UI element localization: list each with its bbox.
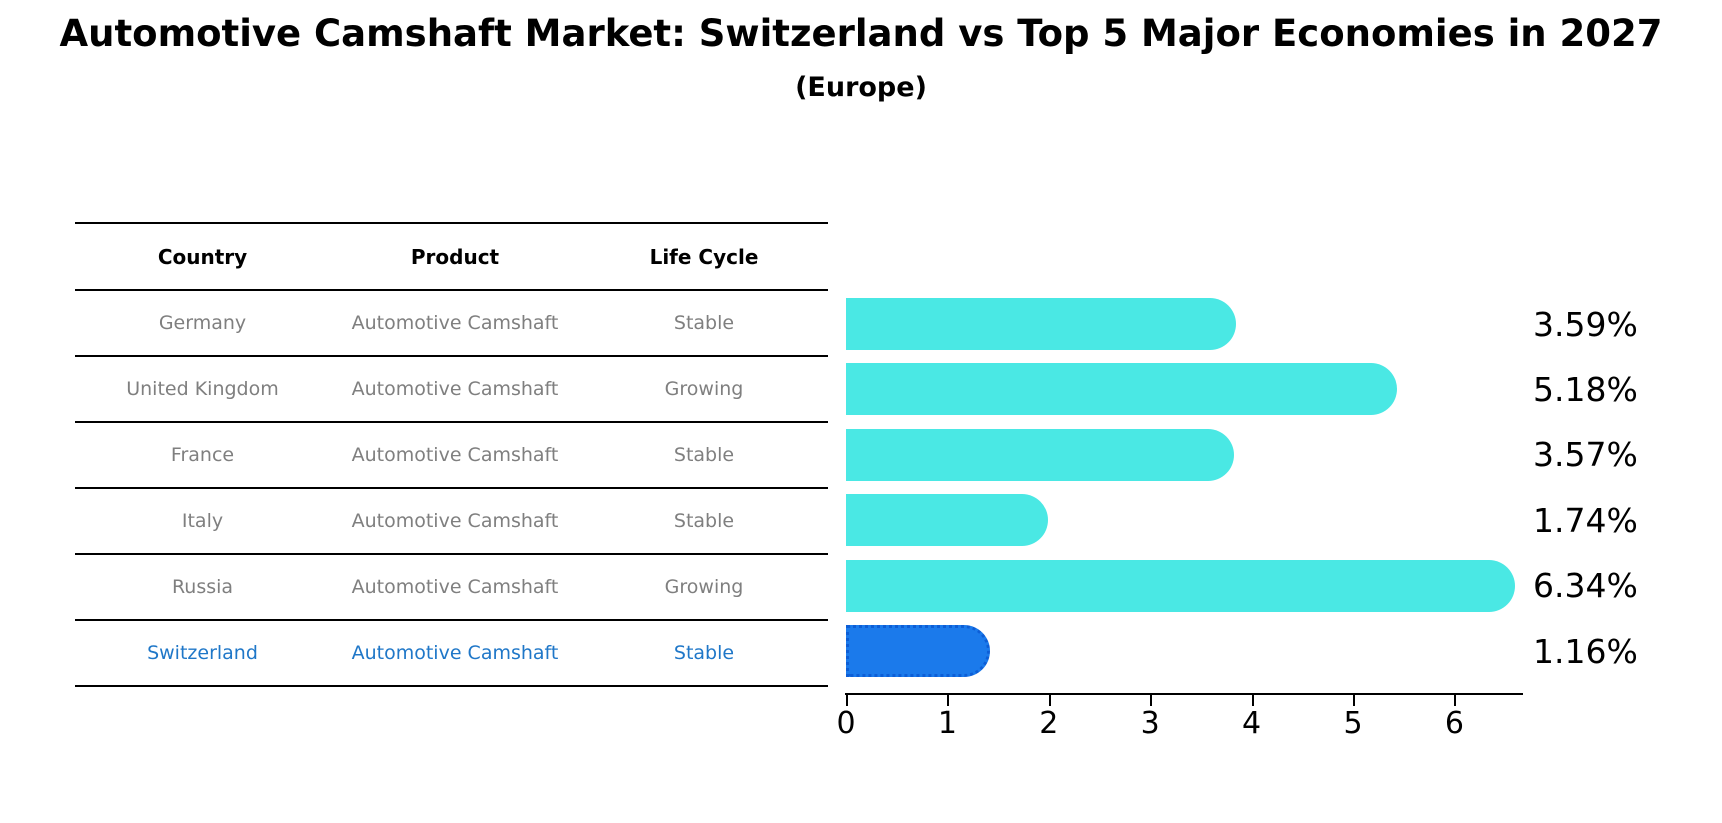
x-axis-tick [1048, 693, 1051, 706]
x-axis-tick-label: 1 [937, 706, 957, 741]
bar-france [846, 428, 1234, 481]
x-axis-tick [1251, 693, 1254, 706]
table-cell-product: Automotive Camshaft [351, 378, 559, 400]
table-header-country: Country [157, 244, 248, 269]
table-cell-country: Switzerland [147, 642, 258, 664]
table-body: Germany Automotive Camshaft Stable United K… [75, 291, 828, 687]
table-header-row: Country Product Life Cycle [75, 224, 828, 291]
value-label-united-kingdom: 5.18% [1533, 369, 1638, 409]
x-axis-line [845, 693, 1523, 695]
table-cell-life-cycle: Growing [664, 378, 744, 400]
chart-subtitle: (Europe) [795, 72, 927, 103]
country-table: Country Product Life Cycle Germany Automo… [75, 222, 828, 687]
table-cell-life-cycle: Stable [673, 312, 735, 334]
table-header-product: Product [410, 244, 500, 269]
x-axis-tick-label: 4 [1242, 706, 1262, 741]
x-axis-tick-label: 3 [1140, 706, 1160, 741]
x-axis-tick [947, 693, 950, 706]
value-label-switzerland: 1.16% [1533, 631, 1638, 671]
x-axis-tick-label: 6 [1444, 706, 1464, 741]
table-row-russia: Russia Automotive Camshaft Growing [75, 555, 828, 621]
table-row-germany: Germany Automotive Camshaft Stable [75, 291, 828, 357]
table-cell-country: Russia [171, 576, 234, 598]
table-row-switzerland: Switzerland Automotive Camshaft Stable [75, 621, 828, 687]
table-row-united-kingdom: United Kingdom Automotive Camshaft Growing [75, 357, 828, 423]
table-cell-product: Automotive Camshaft [351, 444, 559, 466]
x-axis-tick-label: 5 [1343, 706, 1363, 741]
table-cell-country: France [170, 444, 235, 466]
x-axis-tick [1150, 693, 1153, 706]
bar-united-kingdom [846, 363, 1398, 416]
bar-switzerland [846, 625, 990, 677]
value-label-germany: 3.59% [1533, 304, 1638, 344]
table-cell-life-cycle: Growing [664, 576, 744, 598]
value-label-italy: 1.74% [1533, 500, 1638, 540]
table-cell-product: Automotive Camshaft [351, 642, 559, 664]
x-axis-tick [846, 693, 848, 706]
table-cell-country: Germany [158, 312, 247, 334]
table-header-life-cycle: Life Cycle [649, 244, 759, 269]
table-row-italy: Italy Automotive Camshaft Stable [75, 489, 828, 555]
bar-germany [846, 298, 1237, 350]
value-label-france: 3.57% [1533, 435, 1638, 475]
table-cell-life-cycle: Stable [673, 642, 735, 664]
x-axis-tick [1454, 693, 1457, 706]
bar-italy [846, 494, 1049, 547]
table-cell-life-cycle: Stable [673, 510, 735, 532]
x-axis-tick-label: 2 [1039, 706, 1059, 741]
table-cell-country: United Kingdom [126, 378, 279, 400]
table-cell-product: Automotive Camshaft [351, 576, 559, 598]
chart-title: Automotive Camshaft Market: Switzerland … [59, 12, 1663, 55]
table-cell-country: Italy [181, 510, 224, 532]
x-axis-tick [1353, 693, 1355, 706]
value-label-russia: 6.34% [1533, 566, 1638, 606]
bar-russia [846, 559, 1515, 612]
table-cell-product: Automotive Camshaft [351, 312, 559, 334]
table-cell-product: Automotive Camshaft [351, 510, 559, 532]
table-row-france: France Automotive Camshaft Stable [75, 423, 828, 489]
table-cell-life-cycle: Stable [673, 444, 735, 466]
x-axis-tick-label: 0 [836, 706, 856, 741]
